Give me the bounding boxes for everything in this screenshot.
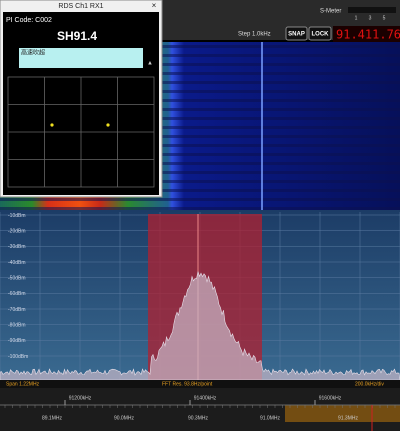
fft-res-label: FFT Res. 93.8Hz/point <box>162 381 213 387</box>
coarse-scale-label: 90.0MHz <box>114 415 135 421</box>
s-meter-tick: 1 <box>355 15 358 21</box>
radiotext-box <box>19 48 143 68</box>
level-label: -80dBm <box>8 322 26 328</box>
pi-code: PI Code: C002 <box>6 17 52 24</box>
rds-window-title: RDS Ch1 RX1 <box>58 3 103 10</box>
division-label: 200.0kHz/div <box>355 381 384 387</box>
coarse-scale-label: 91.3MHz <box>338 415 359 421</box>
level-label: -40dBm <box>8 260 26 266</box>
level-label: -70dBm <box>8 307 26 313</box>
level-label: -20dBm <box>8 228 26 234</box>
station-name: SH91.4 <box>57 29 97 43</box>
snap-button-label[interactable]: SNAP <box>288 32 305 38</box>
constellation-point <box>50 123 54 127</box>
span-label: Span 1.22MHz <box>6 381 40 387</box>
spectrum-trace <box>0 271 400 381</box>
rds-window: RDS Ch1 RX1 × PI Code: C002 SH91.4 高速吹超 … <box>0 0 163 198</box>
level-label: -100dBm <box>8 354 28 360</box>
s-meter-tick: 5 <box>383 15 386 21</box>
level-label: -50dBm <box>8 275 26 281</box>
lock-button[interactable] <box>308 26 332 41</box>
radiotext: 高速吹超 <box>21 49 45 57</box>
status-bar <box>0 380 400 388</box>
scroll-up[interactable]: ▲ <box>147 61 153 67</box>
coarse-scale-label: 91.0MHz <box>260 415 281 421</box>
step-label: Step 1.0kHz <box>238 32 271 38</box>
fine-scale-label: 91200kHz <box>69 395 92 401</box>
constellation-point <box>106 123 110 127</box>
fine-scale-label: 91400kHz <box>194 395 217 401</box>
fine-scale-label: 91600kHz <box>319 395 342 401</box>
lock-button-label[interactable]: LOCK <box>312 32 330 38</box>
frequency-value: 91.411.768 <box>336 28 400 42</box>
s-meter-label: S-Meter <box>320 9 341 15</box>
snap-button[interactable] <box>285 26 308 41</box>
level-label: -90dBm <box>8 338 26 344</box>
level-label: -30dBm <box>8 244 26 250</box>
coarse-scale-label: 90.3MHz <box>188 415 209 421</box>
close-button[interactable]: × <box>152 1 157 10</box>
level-label: -60dBm <box>8 291 26 297</box>
frequency-display <box>333 26 400 42</box>
coarse-scale-label: 89.1MHz <box>42 415 63 421</box>
s-meter-bar <box>348 7 396 13</box>
scale-highlight <box>285 405 400 422</box>
constellation-grid <box>7 76 155 188</box>
s-meter-tick: 3 <box>369 15 372 21</box>
level-label: -10dBm <box>8 213 26 219</box>
